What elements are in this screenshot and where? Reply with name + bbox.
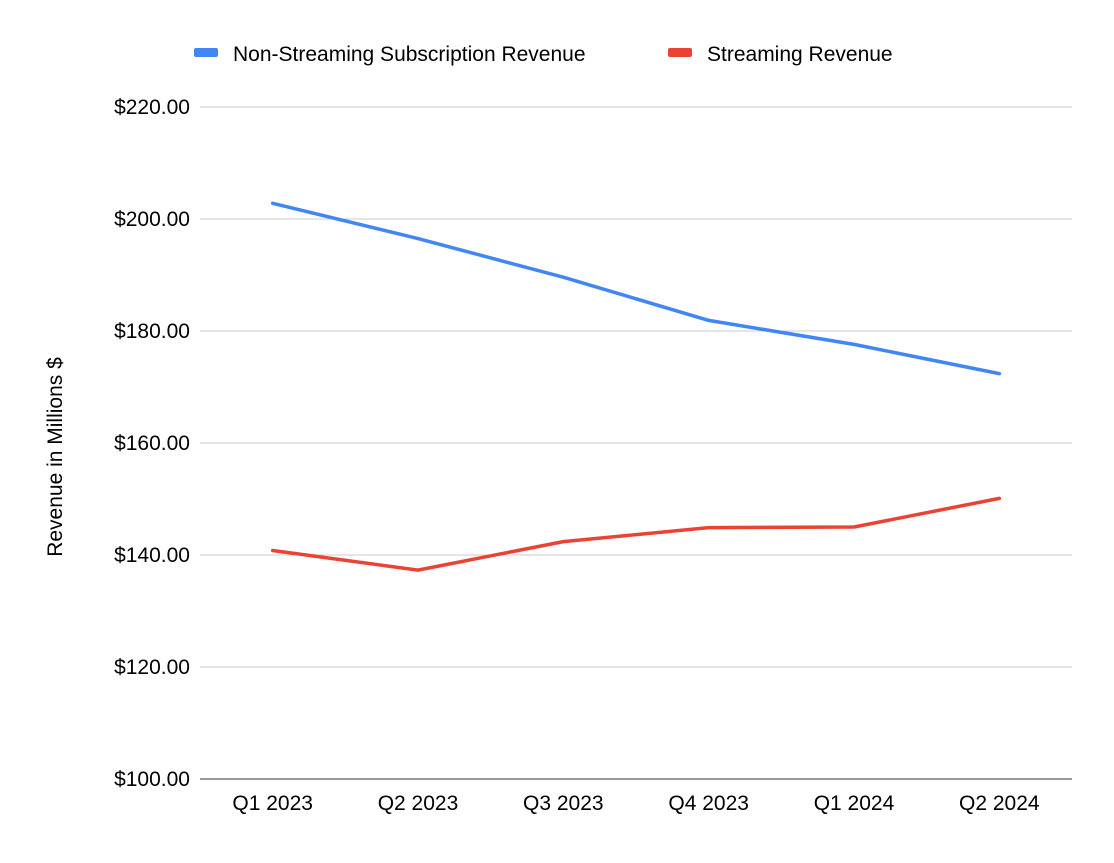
y-axis-label: Revenue in Millions $ — [44, 357, 67, 557]
x-tick-label: Q3 2023 — [523, 792, 604, 815]
legend-label: Streaming Revenue — [707, 43, 893, 66]
x-tick-label: Q1 2023 — [232, 792, 313, 815]
gridlines — [200, 107, 1072, 779]
x-tick-label: Q2 2024 — [959, 792, 1040, 815]
x-tick-label: Q2 2023 — [378, 792, 459, 815]
y-tick-label: $100.00 — [114, 768, 190, 791]
y-tick-label: $160.00 — [114, 432, 190, 455]
y-tick-label: $220.00 — [114, 96, 190, 119]
legend-swatch — [668, 48, 692, 57]
y-tick-label: $120.00 — [114, 656, 190, 679]
x-axis-tick-labels: Q1 2023 Q2 2023 Q3 2023 Q4 2023 Q1 2024 Q2 20… — [232, 792, 1040, 815]
y-tick-label: $200.00 — [114, 208, 190, 231]
y-tick-label: $180.00 — [114, 320, 190, 343]
series-line-streaming-revenue — [273, 498, 1000, 570]
x-tick-label: Q1 2024 — [814, 792, 895, 815]
series-line-non-streaming-subscription-revenue — [273, 203, 1000, 373]
legend-swatch — [194, 48, 218, 57]
x-tick-label: Q4 2023 — [668, 792, 749, 815]
y-tick-label: $140.00 — [114, 544, 190, 567]
legend: Non-Streaming Subscription Revenue Stream… — [194, 43, 893, 66]
legend-label: Non-Streaming Subscription Revenue — [233, 43, 586, 66]
series-lines — [273, 203, 1000, 570]
y-axis-tick-labels: $100.00 $120.00 $140.00 $160.00 $180.00 $200.… — [114, 96, 190, 791]
